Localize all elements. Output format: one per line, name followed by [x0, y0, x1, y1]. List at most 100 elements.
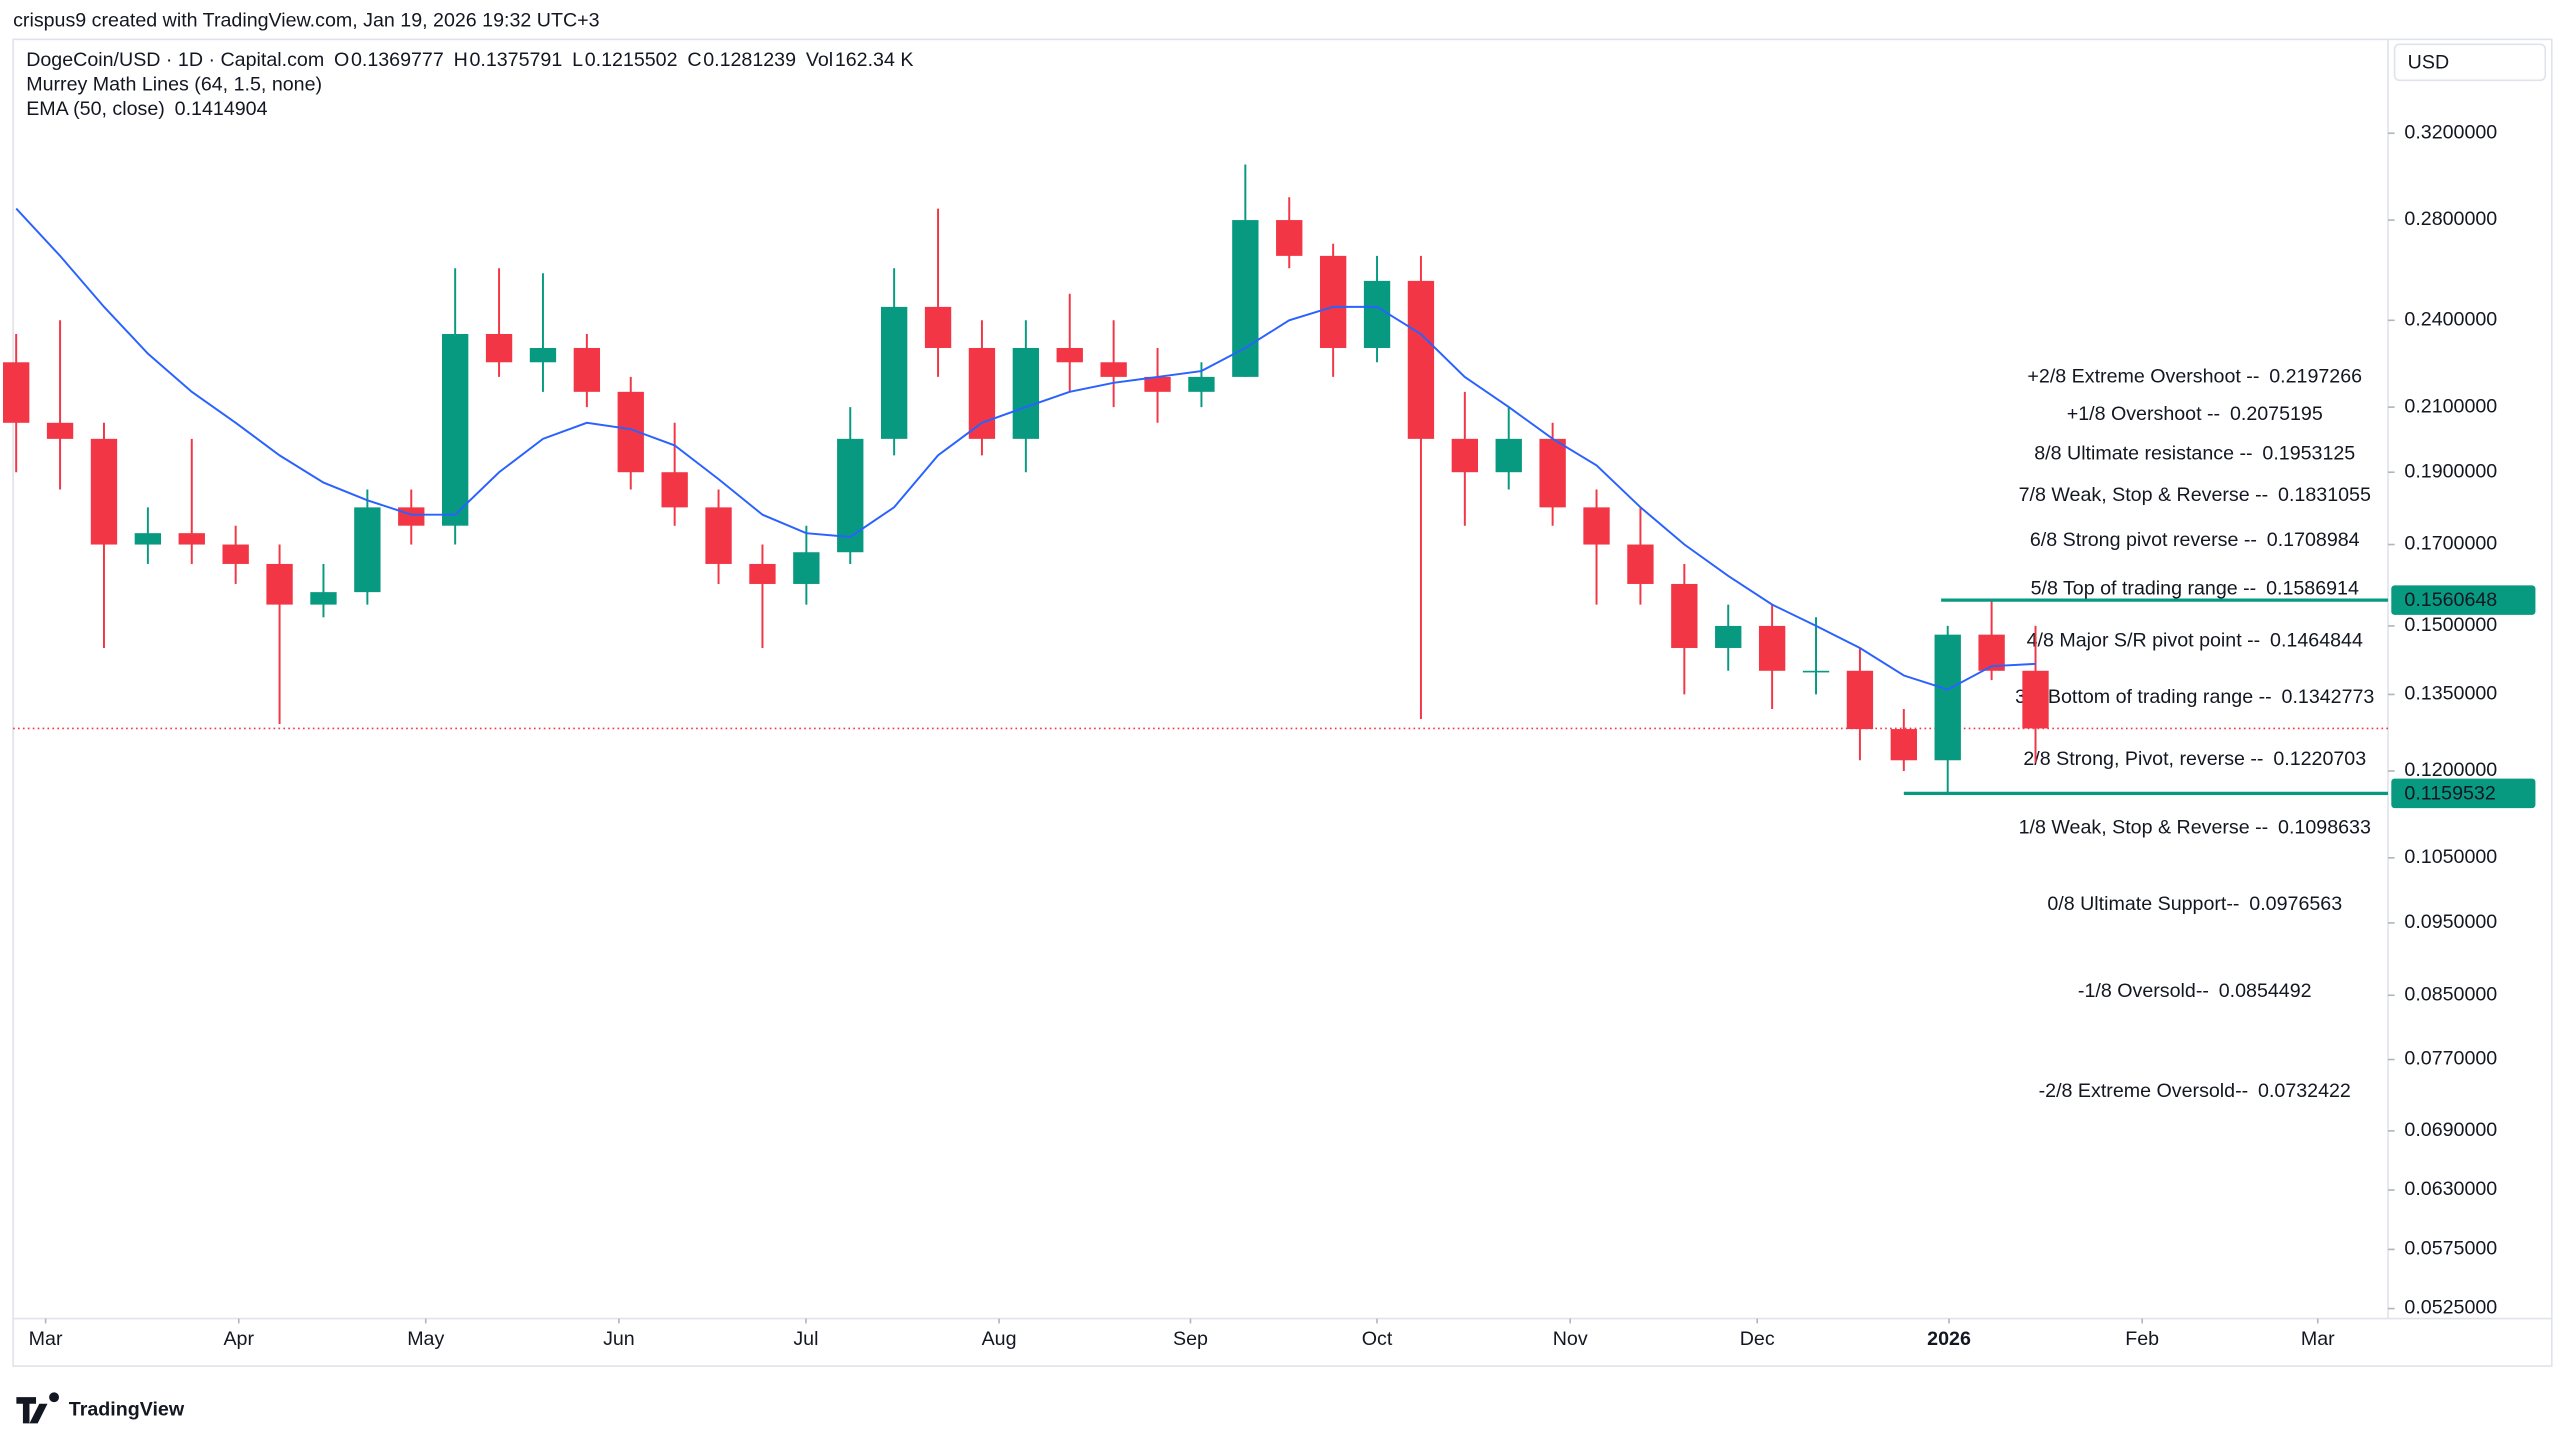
y-tick-label: 0.0850000 [2404, 983, 2497, 1005]
y-tick-label: 0.3200000 [2404, 121, 2497, 143]
y-tick-label: 0.1500000 [2404, 614, 2497, 636]
candle-body [705, 507, 732, 564]
y-tick-label: 0.0575000 [2404, 1238, 2497, 1260]
x-tick-label: Mar [29, 1328, 63, 1350]
murrey-label: 8/8 Ultimate resistance -- 0.1953125 [2034, 442, 2355, 464]
murrey-label: 0/8 Ultimate Support-- 0.0976563 [2047, 893, 2342, 915]
murrey-name: 6/8 Strong pivot reverse -- [2030, 529, 2257, 551]
murrey-label: 2/8 Strong, Pivot, reverse -- 0.1220703 [2023, 748, 2366, 770]
murrey-value: 0.0976563 [2249, 893, 2342, 915]
murrey-value: 0.1342773 [2282, 686, 2375, 708]
murrey-name: 4/8 Major S/R pivot point -- [2027, 630, 2261, 652]
y-tick-label: 0.1350000 [2404, 683, 2497, 705]
murrey-value: 0.2075195 [2230, 403, 2323, 425]
candle-body [3, 362, 30, 423]
murrey-value: 0.1098633 [2278, 817, 2371, 839]
y-tick-label: 0.0525000 [2404, 1297, 2497, 1319]
y-tick-label: 0.1050000 [2404, 846, 2497, 868]
candle-body [1934, 634, 1961, 761]
y-tick-label: 0.1900000 [2404, 460, 2497, 482]
candle-body [1276, 220, 1303, 256]
currency[interactable]: USD [2408, 51, 2449, 73]
y-tick-label: 0.1700000 [2404, 533, 2497, 555]
candle-body [1890, 729, 1917, 761]
indicator-value: 0.1414904 [175, 98, 268, 120]
logo-mark [16, 1392, 59, 1424]
candle-body [1583, 507, 1610, 545]
murrey-value: 0.1831055 [2278, 484, 2371, 506]
murrey-value: 0.1220703 [2273, 748, 2366, 770]
candle-body [1627, 544, 1654, 584]
y-tick-label: 0.2100000 [2404, 395, 2497, 417]
y-tick-label: 0.0630000 [2404, 1178, 2497, 1200]
candle-body [1363, 280, 1391, 348]
indicator-name: Murrey Math Lines (64, 1.5, none) [26, 73, 322, 95]
candle-body [837, 438, 864, 553]
candle-body [1495, 438, 1522, 473]
candle-body [441, 333, 469, 526]
x-tick-label: Jun [603, 1328, 635, 1350]
murrey-name: 0/8 Ultimate Support-- [2047, 893, 2239, 915]
murrey-label: +2/8 Extreme Overshoot -- 0.2197266 [2027, 366, 2362, 388]
candle-body [222, 544, 249, 564]
candle-body [354, 507, 381, 593]
murrey-name: -1/8 Oversold-- [2078, 980, 2209, 1002]
candle-body [1144, 376, 1171, 392]
murrey-value: 0.1953125 [2262, 442, 2355, 464]
murrey-name: 1/8 Weak, Stop & Reverse -- [2019, 817, 2269, 839]
plot: 0.3200000 0.2800000 0.2400000 0.2100000 0.19… [3, 121, 2536, 1350]
x-tick-label: 2026 [1927, 1328, 1971, 1350]
murrey-label: 6/8 Strong pivot reverse -- 0.1708984 [2030, 529, 2360, 551]
y-tick-label: 0.1200000 [2404, 759, 2497, 781]
murrey-name: 7/8 Weak, Stop & Reverse -- [2019, 484, 2269, 506]
x-tick-label: May [407, 1328, 444, 1350]
murrey-value: 0.2197266 [2269, 366, 2362, 388]
field-key: Vol [806, 49, 833, 71]
candle-body [1407, 280, 1435, 439]
y-tick-label: 0.2800000 [2404, 208, 2497, 230]
candle-body [1319, 255, 1347, 348]
candle-body [880, 306, 908, 439]
candle-body [1056, 347, 1083, 363]
currency-box[interactable] [2393, 43, 2547, 82]
x-tick-label: Apr [223, 1328, 254, 1350]
brand-logo: TradingView [16, 1392, 185, 1424]
field-key: O [334, 49, 349, 71]
x-tick-label: Dec [1740, 1328, 1775, 1350]
murrey-name: 2/8 Strong, Pivot, reverse -- [2023, 748, 2263, 770]
field-key: L [572, 49, 583, 71]
candle-body [2022, 670, 2049, 729]
murrey-name: +1/8 Overshoot -- [2067, 403, 2220, 425]
chart-frame [12, 38, 2553, 1367]
murrey-value: 0.1586914 [2266, 577, 2359, 599]
candle-body [573, 347, 601, 392]
murrey-label: -1/8 Oversold-- 0.0854492 [2078, 980, 2312, 1002]
candle-body [398, 507, 425, 526]
field-value: 0.1369777 [351, 49, 444, 71]
brand: TradingView [69, 1398, 185, 1420]
candle-body [1671, 583, 1698, 648]
x-tick-label: Nov [1553, 1328, 1588, 1350]
x-tick-label: Mar [2301, 1328, 2335, 1350]
candle-body [1451, 438, 1479, 473]
murrey-name: 5/8 Top of trading range -- [2031, 577, 2257, 599]
murrey-label: 7/8 Weak, Stop & Reverse -- 0.1831055 [2019, 484, 2371, 506]
candle-body [1846, 670, 1874, 730]
field-value: 0.1281239 [703, 49, 796, 71]
candle-body [1012, 347, 1040, 439]
x-tick-label: Feb [2125, 1328, 2159, 1350]
murrey-name: -2/8 Extreme Oversold-- [2039, 1080, 2249, 1102]
price-tag-label: 0.1560648 [2404, 589, 2497, 611]
candle-body [1715, 625, 1742, 648]
price-tag [2391, 778, 2536, 809]
murrey-value: 0.1708984 [2267, 529, 2360, 551]
murrey-name: +2/8 Extreme Overshoot -- [2027, 366, 2259, 388]
ema-line [15, 207, 2036, 691]
y-tick-label: 0.0770000 [2404, 1048, 2497, 1070]
candle-body [1232, 220, 1259, 377]
candle-body [661, 472, 688, 508]
candle-body [46, 422, 74, 439]
candle-body [134, 533, 162, 545]
